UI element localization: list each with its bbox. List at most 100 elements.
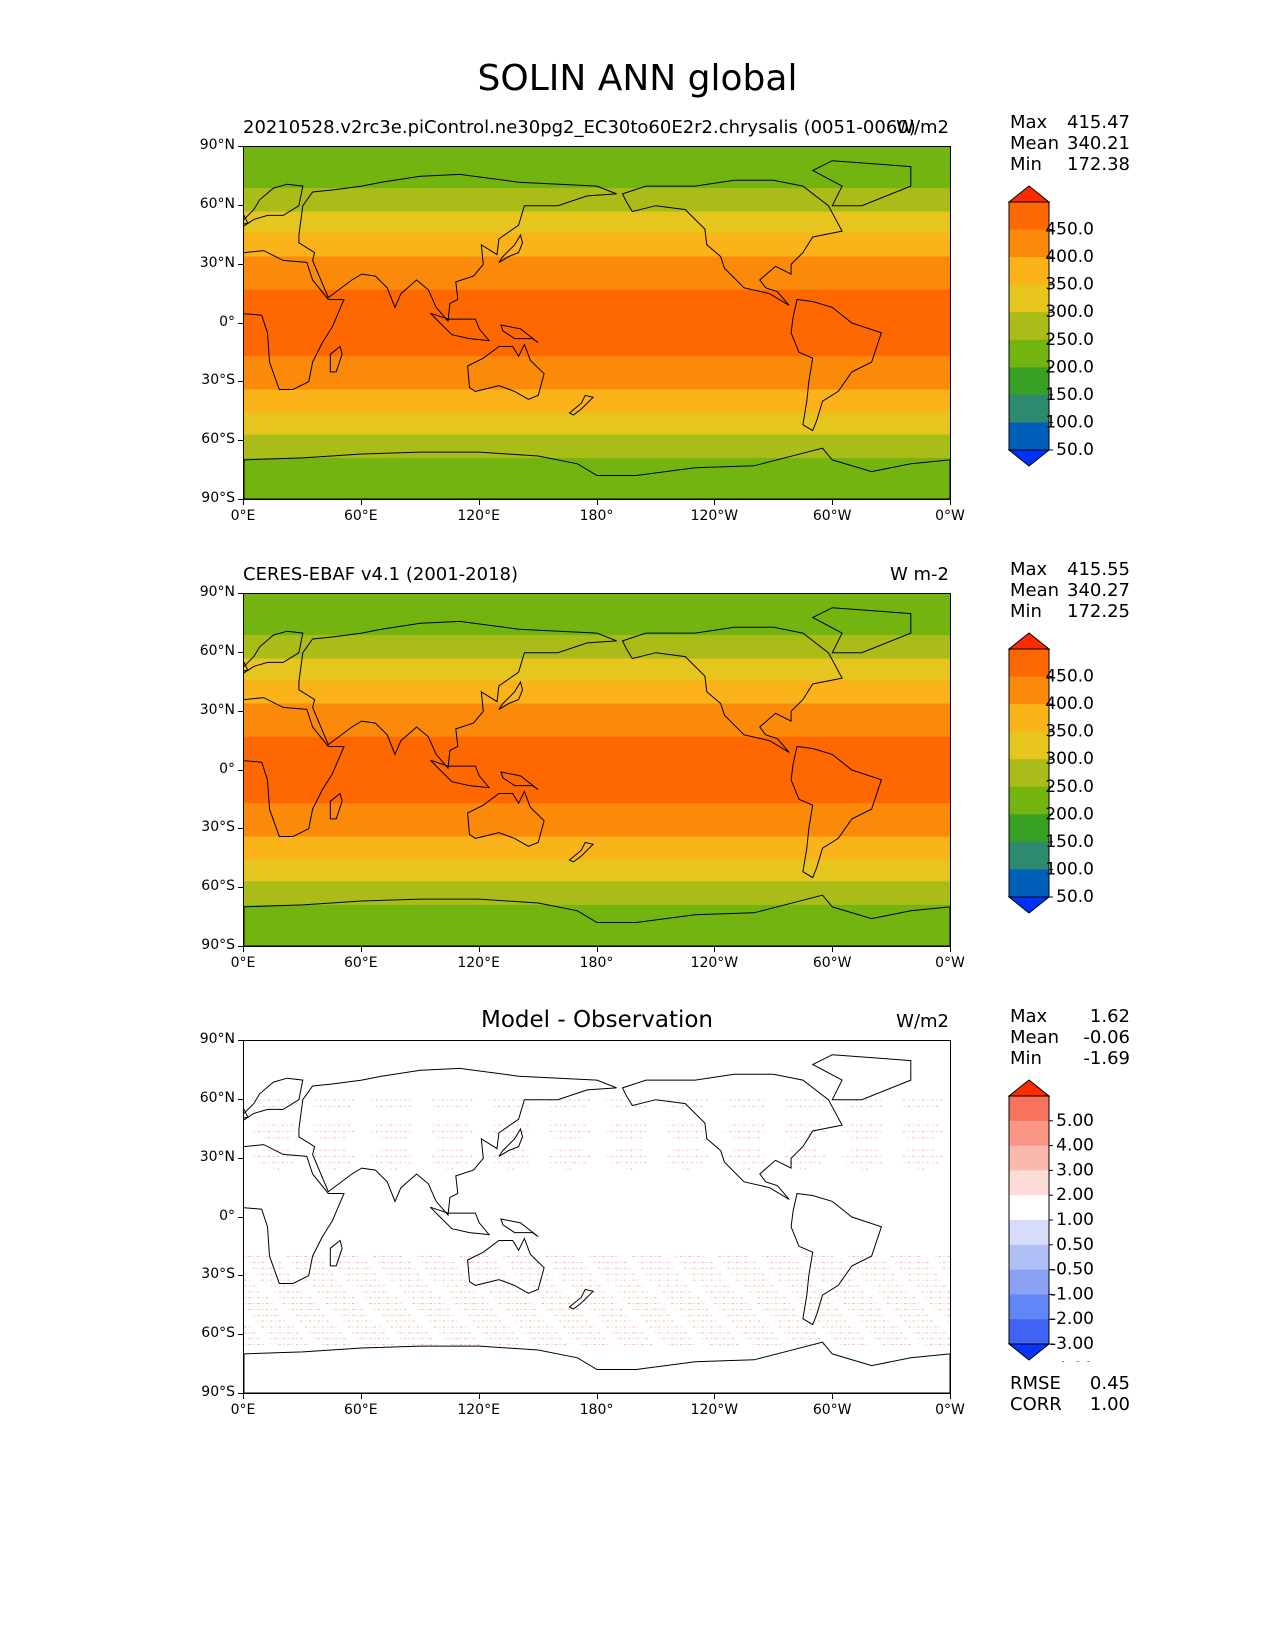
residual-mark: [861, 1338, 864, 1340]
residual-mark: [761, 1338, 765, 1340]
residual-mark: [276, 1168, 280, 1170]
residual-mark: [882, 1332, 886, 1334]
residual-mark: [727, 1267, 730, 1269]
residual-mark: [809, 1297, 812, 1299]
residual-mark: [455, 1338, 458, 1340]
residual-mark: [649, 1267, 653, 1269]
residual-mark: [533, 1285, 536, 1287]
residual-mark: [369, 1326, 372, 1328]
residual-mark: [451, 1291, 454, 1293]
residual-mark: [602, 1297, 605, 1299]
residual-mark: [477, 1273, 480, 1275]
residual-mark: [395, 1297, 398, 1299]
residual-mark: [799, 1149, 802, 1151]
residual-mark: [441, 1162, 445, 1164]
residual-mark: [818, 1162, 821, 1164]
residual-mark: [606, 1156, 609, 1157]
residual-mark: [334, 1297, 338, 1299]
residual-mark: [446, 1137, 449, 1139]
residual-mark: [304, 1344, 307, 1346]
colorbar-swatch: [1009, 367, 1049, 396]
residual-mark: [912, 1279, 916, 1281]
residual-mark: [559, 1338, 562, 1340]
residual-mark: [584, 1326, 588, 1328]
colorbar-swatch: [1009, 1269, 1049, 1295]
residual-mark: [701, 1279, 704, 1281]
residual-mark: [291, 1344, 295, 1346]
residual-mark: [804, 1291, 808, 1293]
residual-mark: [432, 1156, 435, 1157]
residual-mark: [818, 1099, 821, 1101]
residual-mark: [753, 1344, 756, 1346]
residual-mark: [300, 1297, 303, 1299]
panel-title: CERES-EBAF v4.1 (2001-2018): [243, 564, 519, 585]
residual-mark: [291, 1332, 295, 1334]
residual-mark: [757, 1105, 760, 1107]
residual-mark: [779, 1297, 782, 1299]
residual-mark: [747, 1137, 750, 1139]
residual-mark: [794, 1156, 798, 1157]
residual-mark: [269, 1262, 273, 1263]
residual-mark: [272, 1162, 275, 1164]
residual-mark: [671, 1303, 674, 1304]
residual-mark: [722, 1308, 726, 1310]
residual-mark: [394, 1137, 397, 1139]
residual-mark: [308, 1332, 312, 1334]
residual-mark: [804, 1326, 808, 1328]
residual-mark: [640, 1332, 644, 1334]
residual-mark: [533, 1279, 536, 1281]
residual-mark: [360, 1262, 364, 1263]
residual-mark: [907, 1131, 910, 1132]
residual-mark: [541, 1279, 545, 1281]
residual-mark: [926, 1149, 929, 1151]
residual-mark: [252, 1344, 256, 1346]
residual-mark: [564, 1156, 567, 1157]
residual-mark: [282, 1326, 286, 1328]
residual-mark: [244, 1273, 247, 1275]
residual-mark: [822, 1326, 825, 1328]
residual-mark: [675, 1291, 678, 1293]
residual-mark: [416, 1344, 420, 1346]
residual-mark: [935, 1099, 939, 1101]
residual-mark: [330, 1308, 333, 1310]
residual-mark: [282, 1303, 286, 1304]
residual-mark: [494, 1338, 497, 1340]
residual-mark: [313, 1262, 316, 1263]
residual-mark: [407, 1291, 411, 1293]
coastline-indonesia: [429, 1206, 491, 1236]
residual-mark: [891, 1285, 894, 1287]
residual-mark: [502, 1332, 506, 1334]
residual-mark: [695, 1124, 699, 1126]
residual-mark: [747, 1149, 750, 1151]
residual-mark: [947, 1308, 950, 1310]
residual-mark: [568, 1099, 572, 1101]
residual-mark: [382, 1344, 385, 1346]
residual-mark: [399, 1326, 402, 1328]
residual-mark: [935, 1162, 939, 1164]
colorbar-swatch: [1009, 1145, 1049, 1171]
residual-mark: [507, 1338, 510, 1340]
residual-mark: [248, 1303, 251, 1304]
residual-mark: [390, 1303, 394, 1304]
residual-mark: [632, 1303, 635, 1304]
coastline-japan: [498, 680, 524, 710]
residual-mark: [615, 1267, 618, 1269]
residual-mark: [425, 1314, 428, 1316]
residual-mark: [882, 1262, 886, 1263]
residual-mark: [804, 1156, 807, 1157]
residual-mark: [265, 1273, 269, 1275]
residual-mark: [369, 1332, 372, 1334]
residual-mark: [662, 1279, 666, 1281]
residual-mark: [304, 1256, 307, 1258]
residual-mark: [817, 1320, 821, 1322]
residual-mark: [438, 1273, 441, 1275]
residual-mark: [908, 1279, 911, 1281]
colorbar-swatch: [1009, 1319, 1049, 1345]
residual-mark: [787, 1326, 791, 1328]
residual-mark: [324, 1137, 327, 1139]
residual-mark: [761, 1105, 765, 1107]
residual-mark: [394, 1168, 397, 1170]
residual-mark: [343, 1314, 346, 1316]
residual-mark: [691, 1156, 694, 1157]
residual-mark: [498, 1285, 502, 1287]
